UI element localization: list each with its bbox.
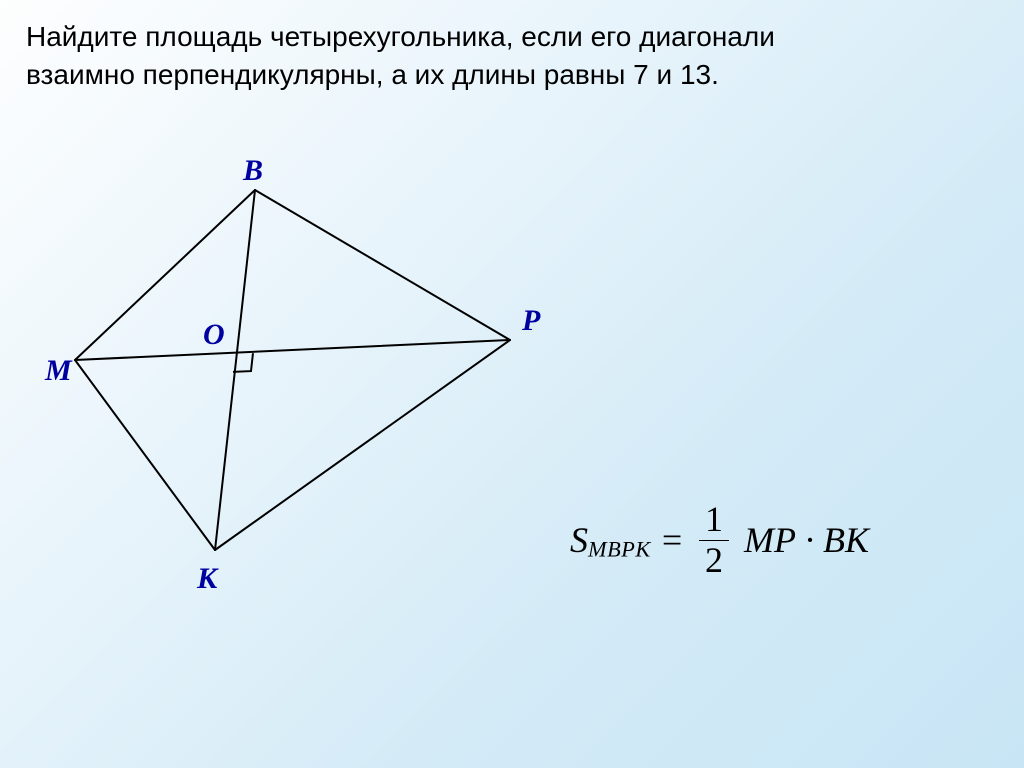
label-B: В xyxy=(243,154,263,188)
label-P: Р xyxy=(522,304,540,338)
fraction-numerator: 1 xyxy=(699,500,729,541)
formula-S: S xyxy=(570,520,588,560)
formula-rhs: МР · ВК xyxy=(744,520,869,560)
problem-text: Найдите площадь четырехугольника, если е… xyxy=(26,18,994,94)
formula-fraction: 1 2 xyxy=(699,500,729,580)
area-formula: SМВРК = 1 2 МР · ВК xyxy=(570,500,869,580)
geometry-diagram: В М Р К О xyxy=(40,150,560,590)
slide: Найдите площадь четырехугольника, если е… xyxy=(0,0,1024,768)
problem-line1: Найдите площадь четырехугольника, если е… xyxy=(26,21,775,52)
label-M: М xyxy=(45,354,72,388)
diagram-svg xyxy=(40,150,560,590)
label-K: К xyxy=(197,562,217,596)
formula-subscript: МВРК xyxy=(588,537,651,562)
fraction-denominator: 2 xyxy=(699,541,729,581)
formula-equals: = xyxy=(660,520,693,560)
problem-line2: взаимно перпендикулярны, а их длины равн… xyxy=(26,59,719,90)
label-O: О xyxy=(203,318,225,352)
